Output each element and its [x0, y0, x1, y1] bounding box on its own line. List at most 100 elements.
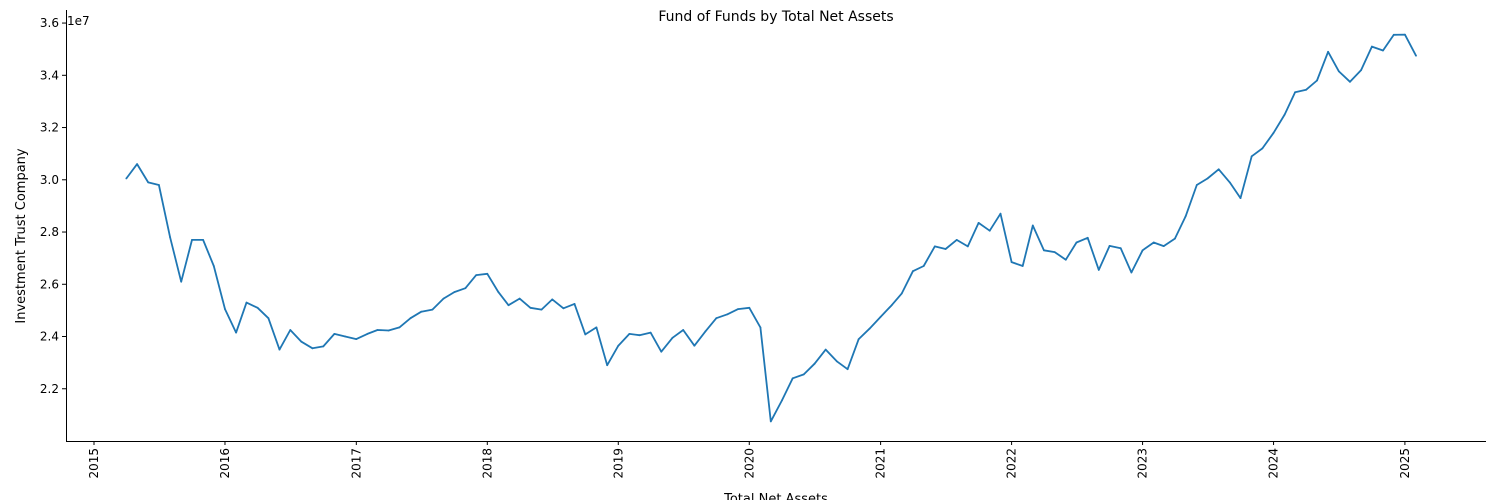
- data-point: [933, 245, 936, 248]
- data-point: [311, 347, 314, 350]
- data-point: [922, 265, 925, 267]
- data-point: [245, 301, 248, 304]
- data-point: [638, 334, 641, 337]
- data-point: [1119, 247, 1122, 250]
- x-tick-label: 2015: [87, 448, 101, 479]
- data-point: [1064, 258, 1067, 261]
- data-point: [628, 333, 631, 335]
- data-point: [1382, 49, 1384, 52]
- data-point: [202, 239, 205, 241]
- data-point: [1338, 70, 1340, 73]
- data-point: [759, 326, 762, 329]
- data-point: [486, 272, 489, 275]
- data-point: [857, 338, 860, 340]
- data-point: [180, 280, 183, 283]
- data-point: [453, 291, 456, 293]
- y-tick-label: 3.6: [40, 16, 59, 30]
- x-tick-label: 2017: [349, 448, 363, 479]
- series-points: [125, 33, 1417, 423]
- data-point: [1130, 271, 1133, 274]
- data-point: [1261, 147, 1264, 150]
- data-point: [748, 306, 751, 309]
- data-point: [1010, 261, 1013, 263]
- data-point: [1108, 245, 1111, 247]
- y-tick-label: 3.4: [40, 68, 59, 82]
- data-point: [900, 292, 903, 295]
- data-point: [212, 265, 215, 267]
- data-point: [1195, 184, 1198, 186]
- data-point: [791, 377, 794, 380]
- data-point: [235, 331, 238, 334]
- data-point: [726, 313, 729, 316]
- data-point: [278, 348, 281, 351]
- data-point: [507, 304, 510, 307]
- x-tick-label: 2021: [874, 448, 888, 479]
- series-line: [125, 33, 1417, 423]
- data-point: [431, 308, 434, 311]
- data-point: [1415, 54, 1417, 57]
- data-point: [781, 399, 783, 402]
- data-point: [835, 360, 838, 363]
- data-point: [158, 184, 160, 186]
- data-point: [191, 239, 193, 241]
- data-point: [1086, 236, 1089, 239]
- data-point: [147, 181, 150, 184]
- data-point: [300, 340, 303, 343]
- chart-title: Fund of Funds by Total Net Assets: [658, 9, 893, 25]
- data-point: [988, 229, 991, 232]
- data-point: [1152, 241, 1155, 244]
- data-point: [398, 326, 401, 329]
- data-point: [617, 344, 620, 347]
- x-tick-label: 2018: [480, 448, 494, 479]
- data-point: [977, 222, 980, 224]
- data-point: [518, 297, 521, 300]
- data-point: [1141, 249, 1144, 252]
- y-axis-label: Investment Trust Company: [14, 148, 29, 324]
- data-point: [267, 317, 270, 320]
- data-point: [1031, 224, 1034, 227]
- y-tick-label: 3.0: [40, 173, 59, 187]
- data-point: [1228, 181, 1231, 184]
- data-point: [497, 291, 500, 293]
- data-point: [944, 248, 947, 250]
- data-point: [1075, 241, 1078, 244]
- data-point: [169, 236, 172, 239]
- data-point: [1272, 131, 1275, 134]
- data-point: [409, 317, 412, 320]
- data-point: [890, 304, 893, 307]
- data-point: [224, 308, 226, 310]
- data-point: [529, 306, 532, 309]
- data-point: [649, 331, 652, 334]
- data-point: [1250, 155, 1253, 158]
- y-tick-label: 2.8: [40, 225, 59, 239]
- data-point: [136, 163, 139, 166]
- data-point: [1327, 50, 1329, 53]
- data-point: [573, 303, 576, 305]
- y-tick-label: 2.6: [40, 277, 59, 291]
- x-tick-label: 2024: [1267, 448, 1281, 479]
- y-axis-ticks: 2.2 2.4 2.6 2.8 3.0 3.2 3.4 3.6: [40, 16, 66, 396]
- data-point: [824, 348, 827, 351]
- data-point: [1206, 177, 1209, 180]
- data-point: [769, 420, 772, 423]
- data-point: [966, 245, 969, 248]
- data-point: [1174, 237, 1176, 240]
- data-point: [1316, 79, 1318, 82]
- data-point: [715, 317, 718, 320]
- data-point: [420, 310, 423, 313]
- y-tick-label: 3.2: [40, 121, 59, 135]
- data-point: [1360, 69, 1362, 71]
- data-point: [464, 287, 467, 290]
- data-point: [551, 298, 554, 301]
- data-point: [256, 306, 259, 309]
- y-offset-label: 1e7: [67, 14, 90, 28]
- data-point: [1239, 197, 1242, 200]
- data-point: [671, 336, 674, 339]
- data-point: [322, 345, 325, 348]
- data-point: [540, 308, 543, 311]
- data-point: [1305, 88, 1308, 91]
- data-point: [999, 212, 1002, 215]
- data-point: [562, 307, 565, 310]
- y-tick-label: 2.2: [40, 382, 59, 396]
- data-point: [1392, 33, 1395, 36]
